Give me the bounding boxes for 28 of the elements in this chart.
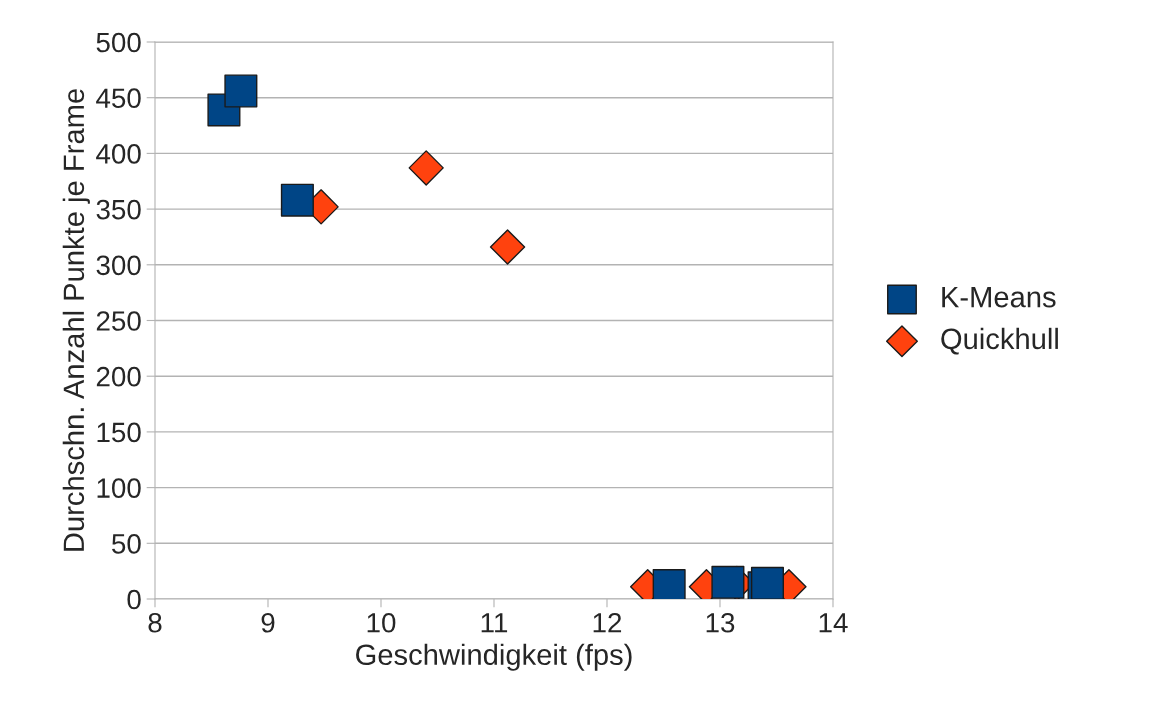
x-tick-label: 12	[593, 612, 622, 633]
legend-label: K-Means	[942, 287, 1056, 308]
y-tick-label: 400	[96, 144, 141, 164]
y-tick-label: 250	[96, 311, 141, 331]
legend-label: Quickhull	[941, 327, 1058, 355]
y-tick-label: 350	[96, 199, 141, 220]
x-axis-title: Geschwindigkeit (fps)	[356, 643, 632, 671]
point	[652, 569, 686, 599]
x-tick-label: 14	[819, 613, 848, 633]
y-tick-label: 150	[97, 422, 141, 443]
y-tick-label: 500	[96, 32, 141, 53]
point	[224, 74, 258, 108]
y-tick-label: 200	[96, 366, 141, 387]
point	[408, 150, 444, 186]
x-tick-label: 13	[706, 612, 735, 633]
point	[280, 183, 314, 217]
y-tick-label: 0	[127, 589, 141, 610]
x-tick-label: 9	[261, 612, 275, 633]
x-tick-label: 8	[148, 612, 162, 633]
y-tick-label: 50	[112, 533, 141, 554]
x-tick-label: 11	[481, 613, 508, 633]
point	[750, 566, 784, 599]
x-tick-label: 10	[367, 612, 396, 633]
y-axis-title: Durchschn. Anzahl Punkte je Frame	[62, 89, 90, 551]
point	[489, 229, 526, 265]
y-tick-label: 300	[96, 255, 141, 276]
y-tick-label: 450	[96, 88, 141, 109]
y-tick-label: 100	[97, 478, 141, 498]
